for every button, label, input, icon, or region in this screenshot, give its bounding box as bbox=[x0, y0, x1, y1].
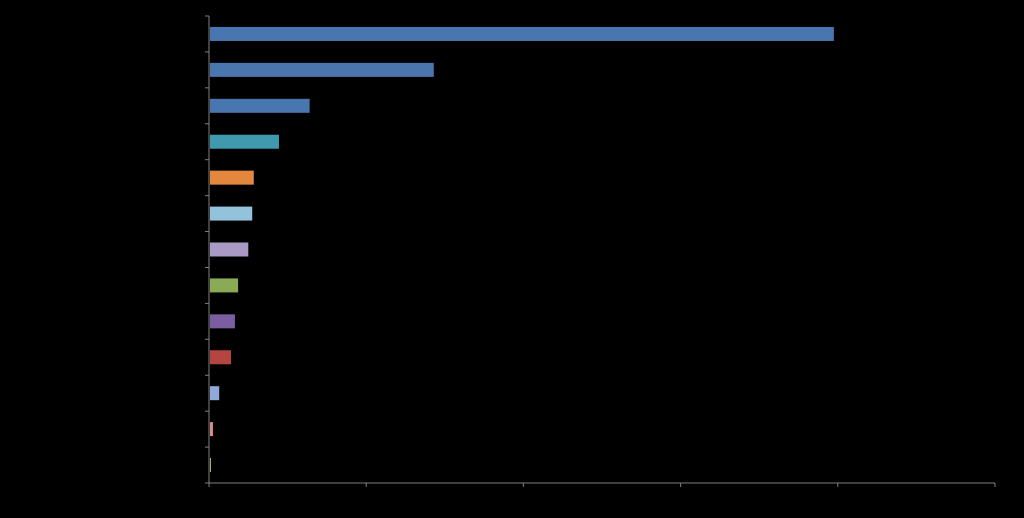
bar-3 bbox=[210, 98, 310, 113]
bar-12 bbox=[210, 422, 213, 437]
bar-13 bbox=[210, 458, 211, 473]
bar-9 bbox=[210, 314, 235, 329]
bar-8 bbox=[210, 278, 239, 293]
bar-4 bbox=[210, 134, 279, 149]
bar-10 bbox=[210, 350, 232, 365]
bars-group bbox=[210, 26, 834, 473]
axes-group bbox=[205, 15, 996, 487]
bar-6 bbox=[210, 206, 253, 221]
bar-7 bbox=[210, 242, 249, 257]
bar-1 bbox=[210, 26, 834, 41]
bar-11 bbox=[210, 386, 220, 401]
bar-2 bbox=[210, 62, 434, 77]
bar-5 bbox=[210, 170, 254, 185]
